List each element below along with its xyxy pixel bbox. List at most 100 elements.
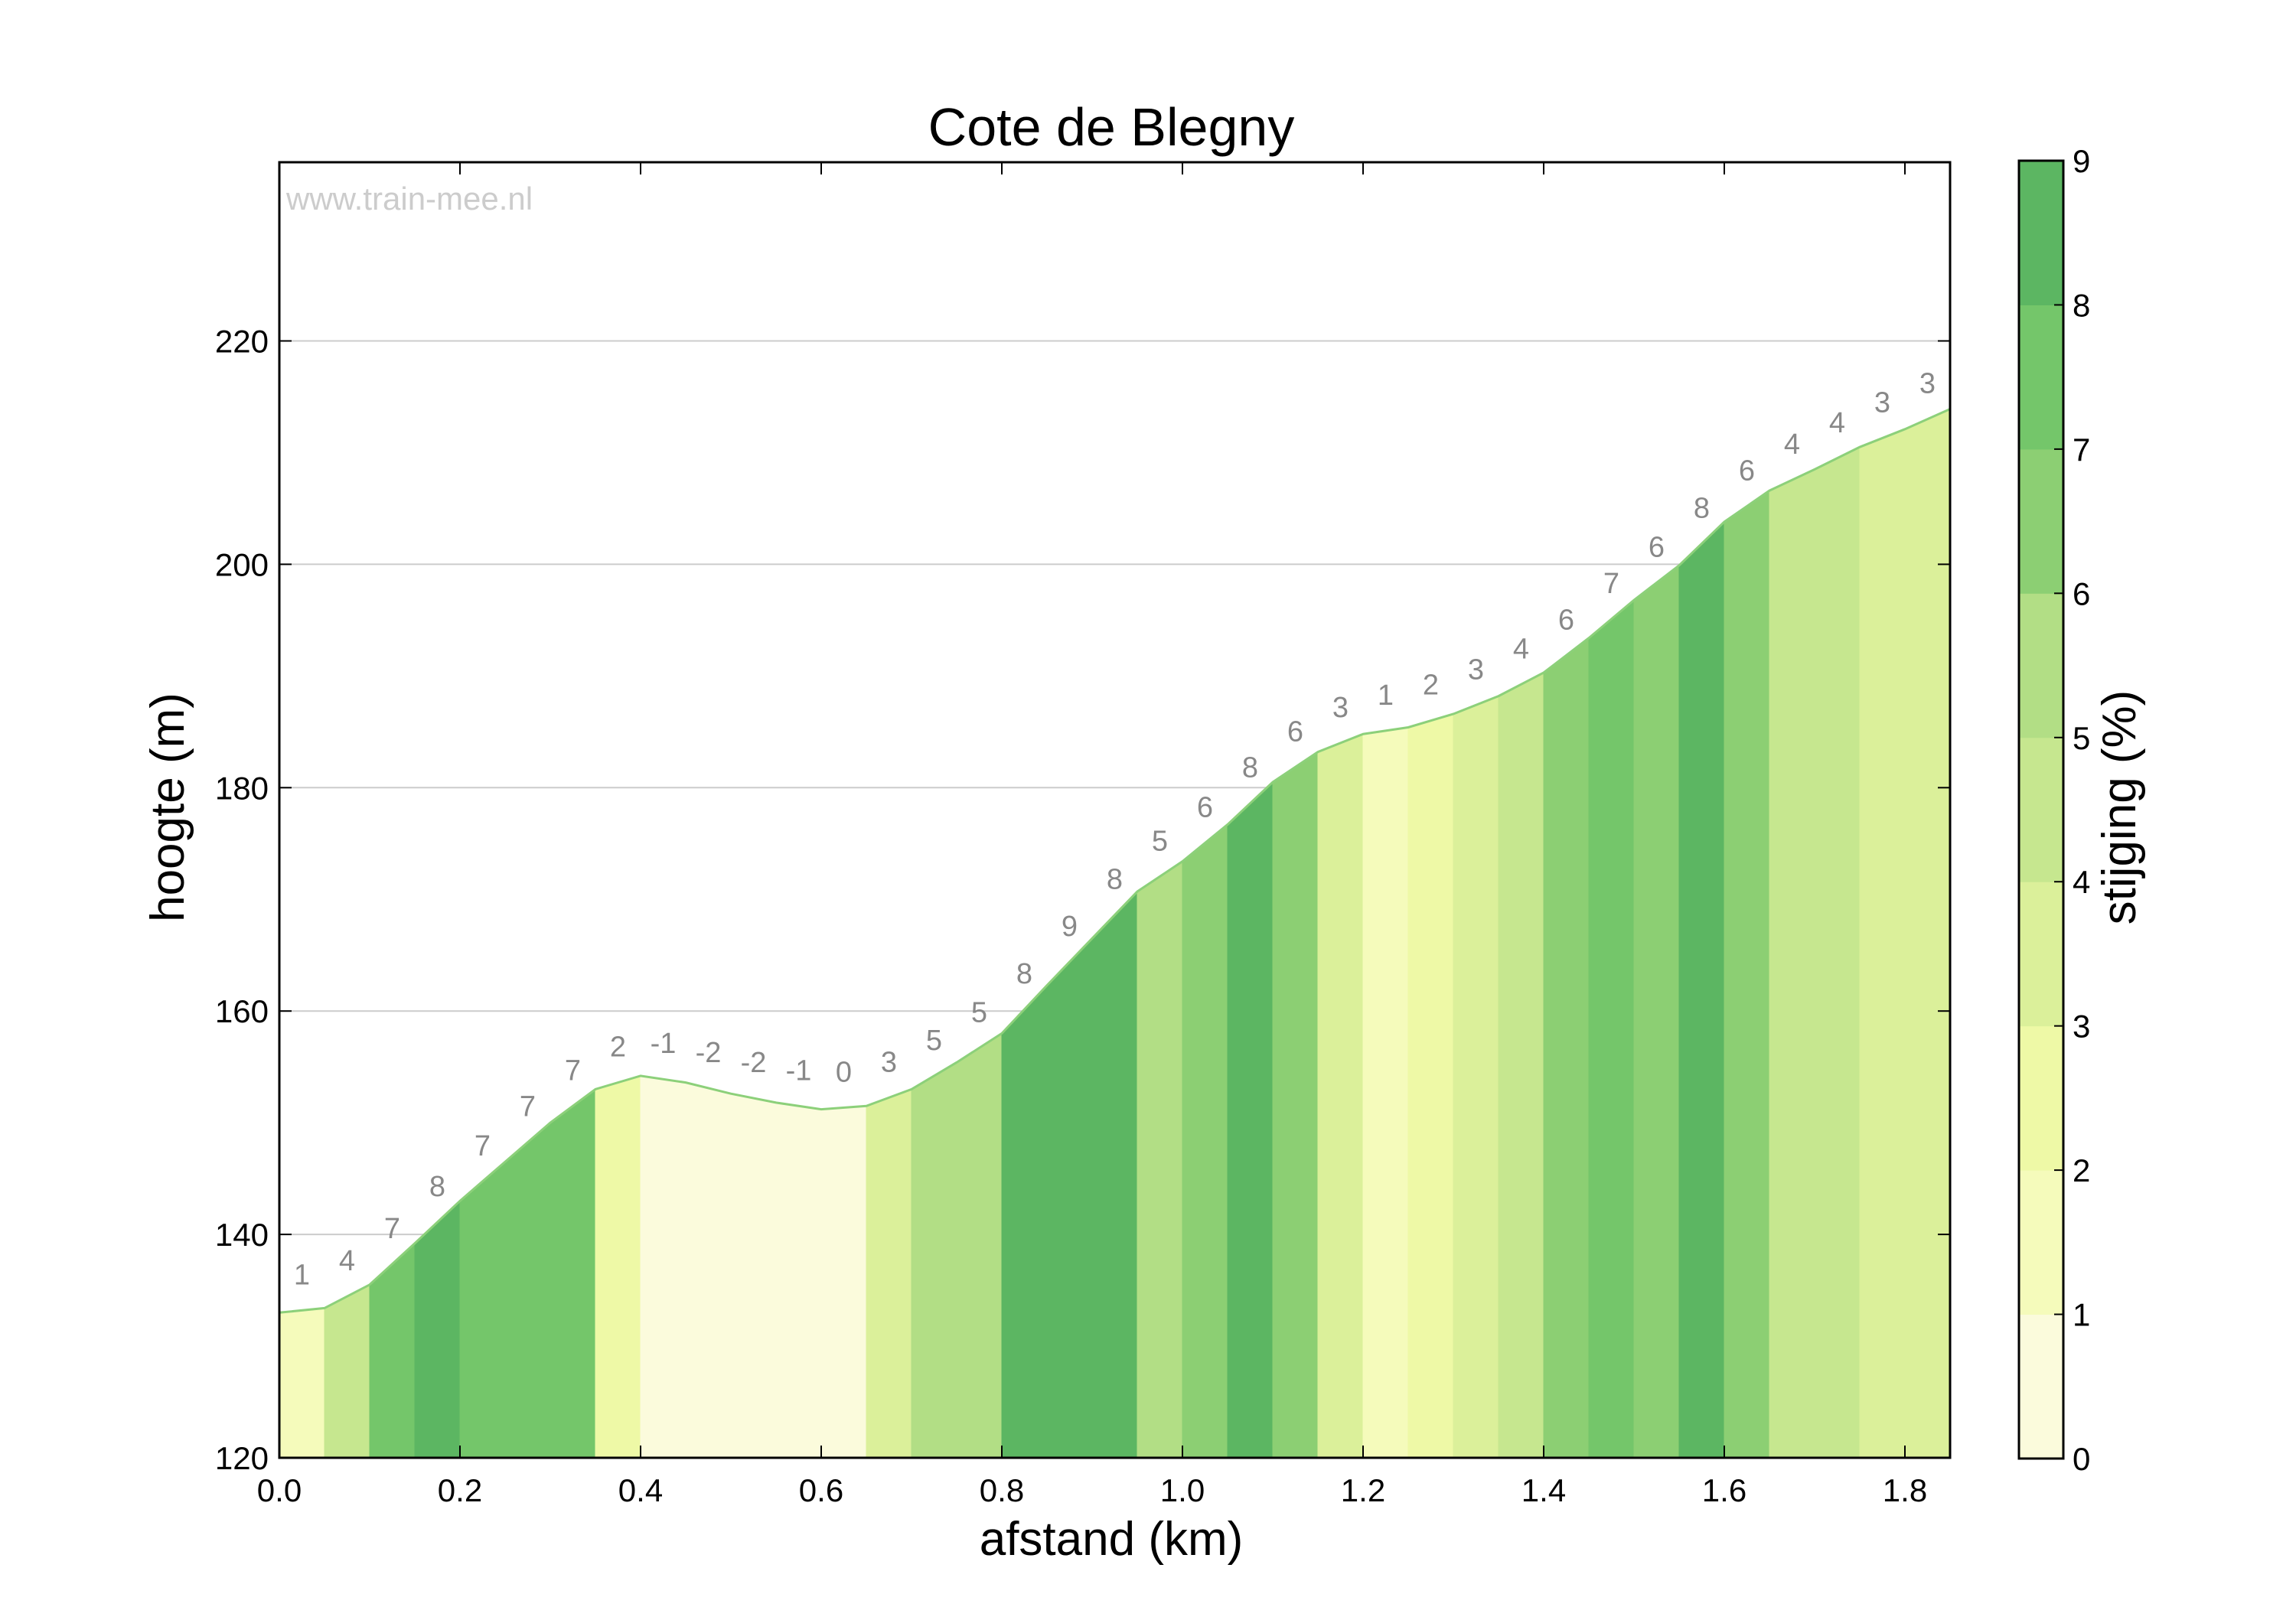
x-axis-label: afstand (km) <box>980 1513 1244 1566</box>
profile-segment <box>1904 408 1951 1459</box>
x-tick-label: 1.8 <box>1883 1472 1927 1508</box>
grade-label: 8 <box>1694 492 1710 524</box>
grade-label: 6 <box>1287 715 1303 748</box>
profile-segment <box>1182 823 1228 1459</box>
grade-label: 3 <box>1468 654 1484 686</box>
grade-label: 4 <box>1513 633 1529 665</box>
grade-label: 4 <box>1829 407 1845 439</box>
plot-frame <box>278 161 1952 1459</box>
profile-segment <box>820 1105 867 1459</box>
x-tick-label: 1.4 <box>1521 1472 1566 1508</box>
profile-line <box>279 408 1951 1314</box>
colorbar-band <box>2019 593 2063 738</box>
colorbar-tick-label: 6 <box>2073 575 2090 611</box>
colorbar-tick-label: 3 <box>2073 1009 2090 1045</box>
profile-segment <box>956 1032 1003 1459</box>
grade-label: 7 <box>520 1091 536 1123</box>
x-tick-label: 0.4 <box>618 1472 663 1508</box>
colorbar: 0 1 2 3 4 5 6 7 8 9 <box>2017 143 2090 1477</box>
profile-segment <box>459 1161 506 1459</box>
x-tick-label: 0.2 <box>438 1472 482 1508</box>
grade-label: 3 <box>1874 386 1890 419</box>
grade-label: 8 <box>1016 958 1032 990</box>
profile-segment <box>1091 890 1138 1459</box>
profile-segment <box>775 1102 822 1459</box>
profile-segment <box>911 1061 957 1459</box>
profile-segment <box>1678 520 1725 1459</box>
profile-segment <box>640 1075 687 1459</box>
profile-segment <box>1769 468 1815 1459</box>
profile-segment <box>1453 695 1499 1459</box>
grade-label: -1 <box>786 1054 812 1087</box>
grade-label: 2 <box>1423 670 1439 702</box>
x-tick-label: 1.0 <box>1160 1472 1205 1508</box>
colorbar-band <box>2019 882 2063 1027</box>
colorbar-band <box>2019 1025 2063 1171</box>
y-tick-label: 180 <box>215 770 269 806</box>
profile-segment <box>1724 490 1770 1459</box>
grade-label: 5 <box>971 996 987 1028</box>
colorbar-frame <box>2017 159 2065 1460</box>
grade-label: 1 <box>1378 680 1394 712</box>
y-tick-label: 220 <box>215 324 269 360</box>
colorbar-band <box>2019 1314 2063 1459</box>
colorbar-band <box>2019 737 2063 882</box>
grade-label: -2 <box>741 1047 767 1079</box>
grade-label: 3 <box>1332 692 1349 724</box>
grade-label: -2 <box>696 1037 722 1069</box>
x-tick-label: 0.8 <box>980 1472 1024 1508</box>
colorbar-tick-label: 5 <box>2073 720 2090 756</box>
y-tick-label: 200 <box>215 546 269 582</box>
grade-label: 4 <box>1784 429 1800 461</box>
profile-segment <box>1407 713 1454 1459</box>
profile-segment <box>279 1307 325 1459</box>
grade-label: 9 <box>1062 911 1078 943</box>
grade-label: 7 <box>384 1213 400 1245</box>
profile-segment <box>504 1122 551 1459</box>
profile-segment <box>414 1200 461 1459</box>
profile-segment <box>1633 564 1680 1459</box>
colorbar-tick-label: 0 <box>2073 1441 2090 1477</box>
profile-segment <box>1272 751 1319 1459</box>
grade-label: 3 <box>1919 368 1936 400</box>
colorbar-tick-label: 9 <box>2073 143 2090 179</box>
x-tick-label: 0.0 <box>257 1472 302 1508</box>
x-tick-label: 0.6 <box>799 1472 843 1508</box>
profile-segment <box>550 1088 596 1459</box>
profile-segment <box>369 1242 416 1459</box>
grade-label: 7 <box>475 1130 491 1162</box>
profile-segment <box>866 1088 912 1459</box>
grade-label: 6 <box>1739 455 1755 487</box>
profile-segment <box>1543 637 1590 1459</box>
grade-label: 7 <box>565 1054 581 1087</box>
colorbar-band <box>2019 305 2063 450</box>
colorbar-band <box>2019 1170 2063 1315</box>
profile-segment <box>730 1093 777 1459</box>
profile-segment <box>1498 672 1544 1459</box>
grade-label: 1 <box>294 1259 310 1291</box>
profile-segment <box>324 1283 370 1459</box>
grade-label: 8 <box>1107 864 1123 896</box>
profile-segment <box>1001 984 1048 1459</box>
y-tick-label: 160 <box>215 993 269 1029</box>
y-tick-label: 120 <box>215 1440 269 1476</box>
profile-segment <box>1588 599 1635 1459</box>
profile-segment <box>1859 429 1906 1459</box>
profile-segment <box>1362 726 1409 1459</box>
x-tick-label: 1.6 <box>1702 1472 1746 1508</box>
grade-label: 3 <box>881 1046 897 1078</box>
grade-label: 5 <box>1152 825 1168 857</box>
profile-segment <box>1227 781 1274 1459</box>
profile-segment <box>1046 937 1093 1459</box>
chart-title: Cote de Blegny <box>928 97 1295 157</box>
grade-label: 7 <box>1603 568 1619 600</box>
grade-label: 8 <box>429 1171 445 1203</box>
grade-label: 6 <box>1558 604 1574 636</box>
grade-label: 5 <box>926 1025 942 1057</box>
grade-label: 8 <box>1242 752 1258 784</box>
colorbar-tick-label: 1 <box>2073 1297 2090 1333</box>
colorbar-tick-label: 7 <box>2073 432 2090 468</box>
profile-segment <box>595 1075 641 1459</box>
